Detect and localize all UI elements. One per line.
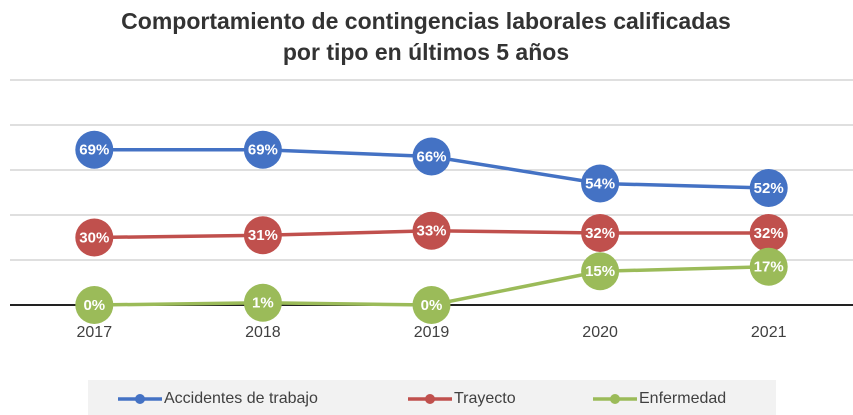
legend-marker: [610, 394, 620, 404]
data-label: 17%: [754, 259, 784, 276]
marker: [581, 164, 620, 203]
x-tick-label: 2019: [414, 324, 450, 341]
marker: [75, 130, 114, 169]
marker: [412, 137, 451, 176]
x-tick-label: 2020: [582, 324, 618, 341]
data-label: 69%: [248, 142, 278, 159]
data-label: 54%: [585, 175, 615, 192]
marker: [412, 211, 451, 250]
marker: [243, 130, 282, 169]
marker: [243, 216, 282, 255]
x-tick-label: 2021: [751, 324, 787, 341]
legend-label: Trayecto: [454, 390, 516, 407]
data-label: 32%: [754, 225, 784, 242]
chart-title: Comportamiento de contingencias laborale…: [121, 8, 731, 65]
marker: [581, 214, 620, 252]
data-label: 33%: [416, 223, 446, 240]
data-label: 30%: [79, 229, 109, 246]
data-label: 1%: [252, 295, 274, 312]
data-label: 0%: [83, 297, 105, 314]
marker: [412, 286, 451, 324]
marker: [75, 286, 114, 324]
data-label: 0%: [421, 297, 443, 314]
data-label: 52%: [754, 180, 784, 197]
legend-marker: [135, 394, 145, 404]
x-tick-label: 2017: [77, 324, 113, 341]
x-tick-label: 2018: [245, 324, 281, 341]
legend-label: Accidentes de trabajo: [164, 390, 318, 407]
data-label: 31%: [248, 227, 278, 244]
data-label: 32%: [585, 225, 615, 242]
marker: [749, 214, 788, 252]
data-label: 66%: [416, 148, 446, 165]
marker: [749, 169, 788, 207]
legend-marker: [425, 394, 435, 404]
marker: [581, 252, 620, 291]
legend-label: Enfermedad: [639, 390, 726, 407]
data-label: 69%: [79, 142, 109, 159]
marker: [75, 218, 114, 257]
marker: [243, 283, 282, 322]
marker: [749, 247, 788, 286]
data-label: 15%: [585, 263, 615, 280]
